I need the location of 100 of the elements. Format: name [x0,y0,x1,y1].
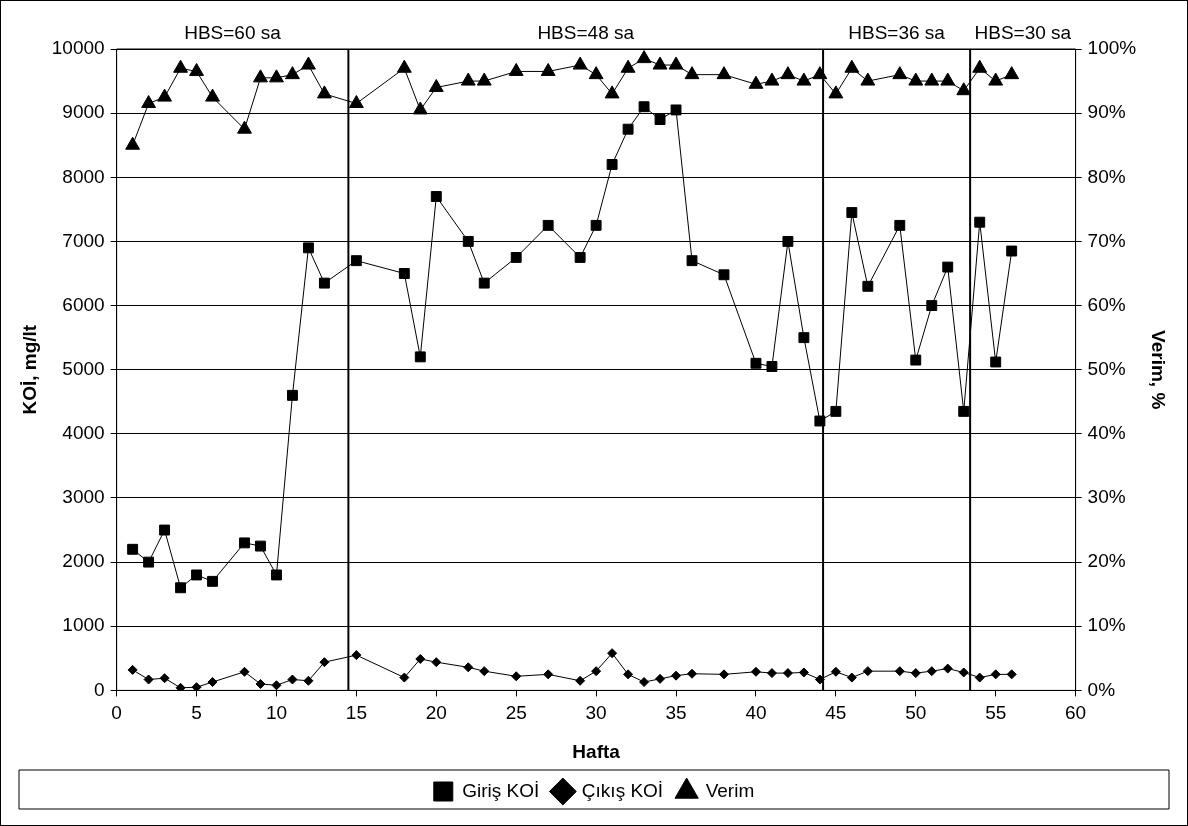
point [127,664,138,675]
point [686,255,698,267]
point [175,682,186,691]
point [750,666,761,677]
point [125,136,141,150]
point [428,78,444,92]
point [814,674,825,685]
point [652,56,668,70]
point [990,669,1001,680]
point [396,59,412,73]
y-tick-label: 9000 [62,101,105,123]
point [239,537,250,549]
point [782,668,793,679]
point [604,85,620,99]
point [623,669,634,680]
text: HBS=30 sa [974,21,1072,43]
y2-tick-label: 20% [1087,550,1126,572]
point [972,59,988,73]
y2-tick-label: 10% [1087,614,1126,636]
point [748,75,764,89]
point [956,82,972,96]
y2-axis-title: Verim, % [1148,330,1170,410]
x-tick-label: 55 [985,702,1007,724]
x-axis-title: Hafta [572,740,621,762]
point [479,666,490,677]
point [638,101,650,113]
point [141,95,157,109]
y-tick-label: 1000 [62,614,105,636]
y-tick-label: 5000 [62,357,105,379]
point [926,300,938,312]
y2-tick-label: 0% [1087,678,1116,700]
y2-tick-label: 100% [1087,37,1137,59]
point [540,62,556,76]
point [894,219,906,231]
text: HBS=60 sa [184,21,282,43]
point [191,682,202,691]
point [351,650,362,661]
point [908,72,924,86]
point [607,648,618,659]
point [398,268,410,279]
point [910,354,922,366]
x-tick-label: 10 [265,702,288,724]
point [718,669,729,680]
point [718,269,730,281]
point [205,88,220,102]
x-tick-label: 60 [1065,702,1087,724]
point [478,277,490,289]
point [750,357,762,369]
point [590,219,602,231]
point [463,662,474,673]
point [399,672,410,683]
point [143,556,155,568]
point [846,207,858,219]
x-tick-label: 40 [745,702,767,724]
y2-tick-label: 70% [1087,229,1126,251]
point [271,680,282,691]
point [1004,66,1020,80]
point [958,667,969,678]
point [780,66,796,80]
point [271,569,282,581]
y-tick-label: 6000 [62,293,105,315]
point [798,332,810,344]
x-tick-label: 25 [505,702,527,724]
point [207,575,218,587]
point [173,59,188,73]
point [862,666,873,677]
point [207,677,218,688]
point [926,666,937,677]
point [1006,669,1017,680]
point [255,678,266,689]
point [796,72,812,86]
y-tick-label: 10000 [51,37,105,59]
point [591,666,602,677]
point [302,242,314,254]
point [942,663,953,674]
point [671,670,682,681]
point [460,72,476,86]
point [892,66,908,80]
y2-tick-label: 30% [1087,486,1126,508]
x-tick-label: 15 [345,702,367,724]
point [830,666,841,677]
x-tick-label: 0 [111,702,122,724]
y-axis-title: KOİ, mg/lt [18,324,40,415]
point [654,114,666,125]
x-tick-label: 5 [191,702,202,724]
point [620,59,636,73]
point [159,524,171,536]
y-tick-label: 3000 [62,486,105,508]
point [574,252,586,263]
y2-tick-label: 90% [1087,101,1126,123]
point [828,85,844,99]
x-tick-label: 35 [665,702,687,724]
point [636,50,652,64]
text: HBS=36 sa [848,21,946,43]
point [431,657,442,668]
point [798,667,809,678]
point [175,582,187,594]
point [910,668,921,679]
y2-tick-label: 80% [1087,165,1126,187]
point [143,674,154,685]
